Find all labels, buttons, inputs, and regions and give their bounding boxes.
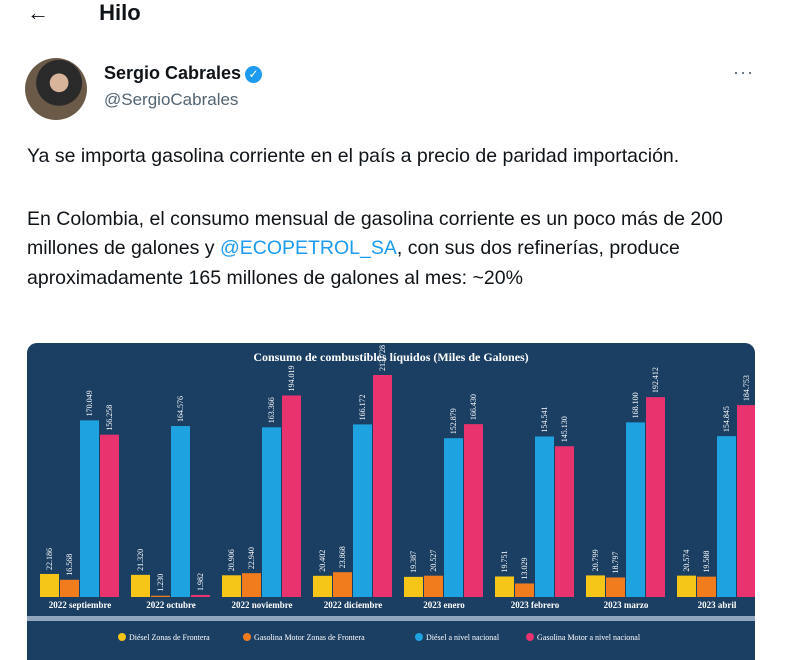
bar [626, 422, 645, 597]
separator [27, 616, 755, 621]
bar [100, 435, 119, 597]
value-label: 163.366 [267, 397, 276, 423]
value-label: 164.576 [176, 396, 185, 422]
bar [535, 436, 554, 597]
more-button[interactable]: ··· [733, 62, 754, 83]
bar [495, 576, 514, 597]
bar [424, 576, 443, 597]
bar [131, 575, 150, 597]
bar [515, 583, 534, 597]
x-tick-label: 2022 noviembre [231, 600, 292, 610]
value-label: 156.258 [105, 405, 114, 431]
bar [444, 438, 463, 597]
value-label: 19.751 [500, 550, 509, 572]
value-label: 166.430 [469, 394, 478, 420]
bar [40, 574, 59, 597]
value-label: 192.412 [651, 367, 660, 393]
chart: Consumo de combustibles líquidos (Miles … [27, 343, 755, 660]
value-label: 19.588 [702, 551, 711, 573]
value-label: 22.186 [45, 548, 54, 570]
value-label: 21.320 [136, 549, 145, 571]
paragraph: En Colombia, el consumo mensual de gasol… [27, 205, 762, 294]
bar [737, 405, 755, 597]
paragraph: Ya se importa gasolina corriente en el p… [27, 142, 762, 172]
bar [60, 580, 79, 597]
header-title: Hilo [99, 0, 141, 25]
value-label: 1.982 [196, 573, 205, 591]
value-label: 166.172 [358, 394, 367, 420]
bar [717, 436, 736, 597]
legend-label: Gasolina Motor a nivel nacional [537, 633, 641, 642]
bar [191, 595, 210, 597]
bar [282, 395, 301, 597]
bar [222, 575, 241, 597]
bar [646, 397, 665, 597]
x-tick-label: 2023 marzo [604, 600, 649, 610]
bar [555, 446, 574, 597]
value-label: 1.230 [156, 574, 165, 592]
bar [171, 426, 190, 597]
value-label: 20.574 [682, 550, 691, 572]
avatar[interactable] [25, 58, 87, 120]
author-name-text[interactable]: Sergio Cabrales [104, 63, 241, 83]
x-tick-label: 2022 diciembre [324, 600, 383, 610]
chart-image[interactable]: Consumo de combustibles líquidos (Miles … [27, 343, 755, 660]
bar [80, 420, 99, 597]
value-label: 194.019 [287, 365, 296, 391]
bar [262, 427, 281, 597]
value-label: 168.100 [631, 392, 640, 418]
verified-badge: ✓ [245, 66, 262, 83]
page: {"header": {"title": "Hilo"}, "tweet": {… [0, 0, 807, 660]
bar [353, 424, 372, 597]
bar [697, 577, 716, 597]
x-tick-label: 2023 febrero [511, 600, 560, 610]
x-tick-label: 2022 septiembre [49, 600, 112, 610]
legend-label: Diésel a nivel nacional [426, 633, 500, 642]
legend-swatch [118, 633, 126, 641]
value-label: 13.029 [520, 557, 529, 579]
x-tick-label: 2023 enero [423, 600, 465, 610]
mention[interactable]: @ECOPETROL_SA [220, 237, 397, 259]
x-tick-label: 2023 abril [698, 600, 737, 610]
chart-title: Consumo de combustibles líquidos (Miles … [253, 350, 528, 364]
header: ← Hilo [27, 0, 141, 26]
bar [677, 576, 696, 597]
bar [333, 572, 352, 597]
value-label: 170.049 [85, 390, 94, 416]
x-tick-label: 2022 octubre [146, 600, 196, 610]
value-label: 19.387 [409, 551, 418, 573]
value-label: 20.402 [318, 550, 327, 572]
author-name[interactable]: Sergio Cabrales✓ [104, 63, 262, 84]
value-label: 184.753 [742, 375, 751, 401]
value-label: 213.728 [378, 345, 387, 371]
value-label: 152.879 [449, 408, 458, 434]
value-label: 154.845 [722, 406, 731, 432]
value-label: 154.541 [540, 406, 549, 432]
author-handle[interactable]: @SergioCabrales [104, 90, 238, 110]
bar [586, 575, 605, 597]
legend-label: Diésel Zonas de Frontera [129, 633, 210, 642]
value-label: 16.568 [65, 554, 74, 576]
value-label: 22.940 [247, 547, 256, 569]
legend-swatch [415, 633, 423, 641]
bar [404, 577, 423, 597]
value-label: 20.799 [591, 549, 600, 571]
bar [606, 577, 625, 597]
value-label: 145.130 [560, 416, 569, 442]
bar [464, 424, 483, 597]
bar [373, 375, 392, 597]
legend-swatch [243, 633, 251, 641]
value-label: 20.527 [429, 550, 438, 572]
bar [242, 573, 261, 597]
value-label: 23.868 [338, 546, 347, 568]
legend-swatch [526, 633, 534, 641]
value-label: 20.906 [227, 549, 236, 571]
tweet-text: Ya se importa gasolina corriente en el p… [27, 142, 762, 326]
value-label: 18.797 [611, 551, 620, 573]
bar [151, 596, 170, 597]
legend-label: Gasolina Motor Zonas de Frontera [254, 633, 365, 642]
bar [313, 576, 332, 597]
